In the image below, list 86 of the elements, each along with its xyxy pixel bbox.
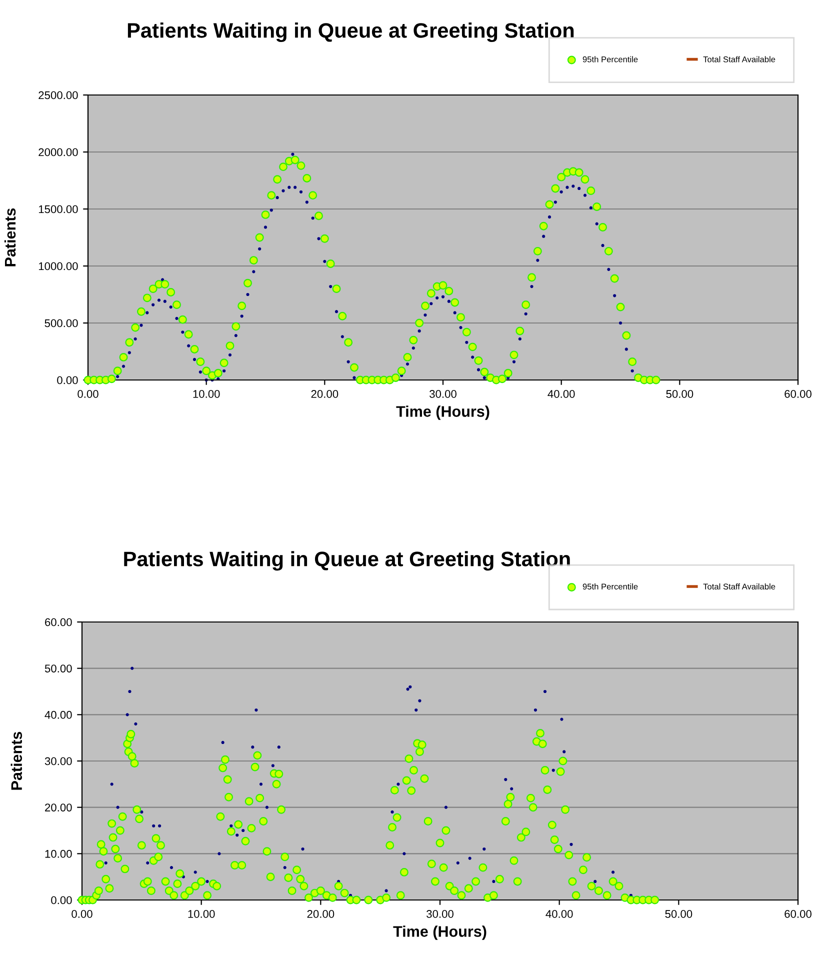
x-tick-label: 20.00 bbox=[307, 910, 334, 918]
point bbox=[130, 666, 134, 670]
point bbox=[134, 722, 138, 726]
point bbox=[504, 778, 508, 782]
point bbox=[492, 880, 496, 884]
y-tick-label: 0.00 bbox=[51, 896, 72, 904]
y-tick-label: 20.00 bbox=[45, 804, 72, 812]
point bbox=[126, 713, 129, 716]
y-axis-title: Patients bbox=[4, 208, 16, 266]
y-tick-label: 2000.00 bbox=[38, 148, 78, 156]
point bbox=[552, 768, 555, 772]
x-tick-label: 40.00 bbox=[548, 390, 575, 398]
point bbox=[104, 861, 108, 864]
point bbox=[230, 824, 233, 828]
legend-label: Total Staff Available bbox=[703, 56, 776, 62]
point bbox=[254, 708, 258, 712]
x-tick-label: 60.00 bbox=[784, 910, 812, 918]
y-tick-label: 10.00 bbox=[45, 850, 72, 858]
point bbox=[283, 866, 286, 870]
point bbox=[534, 708, 538, 712]
point bbox=[146, 861, 150, 864]
x-tick-label: 50.00 bbox=[666, 390, 694, 398]
point bbox=[194, 870, 197, 874]
chart-title: Patients Waiting in Queue at Greeting Station bbox=[124, 551, 570, 571]
point bbox=[562, 750, 566, 754]
y-tick-label: 50.00 bbox=[44, 664, 72, 672]
point bbox=[406, 688, 410, 691]
point bbox=[414, 708, 418, 712]
x-tick-label: 30.00 bbox=[426, 910, 454, 918]
x-axis-title: Time (Hours) bbox=[393, 926, 486, 940]
point bbox=[594, 880, 597, 884]
point bbox=[390, 810, 394, 814]
point bbox=[482, 847, 486, 851]
point bbox=[396, 782, 400, 786]
point bbox=[611, 870, 615, 874]
point bbox=[242, 828, 245, 832]
point bbox=[170, 866, 174, 870]
point bbox=[116, 806, 120, 809]
y-tick-label: 1000.00 bbox=[38, 262, 78, 270]
x-tick-label: 40.00 bbox=[546, 910, 573, 918]
x-tick-label: 10.00 bbox=[188, 910, 215, 918]
legend-label: 95th Percentile bbox=[582, 583, 638, 590]
point bbox=[402, 852, 406, 856]
point bbox=[543, 690, 547, 694]
x-tick-label: 10.00 bbox=[193, 390, 220, 398]
point bbox=[418, 699, 422, 702]
y-tick-label: 30.00 bbox=[44, 757, 72, 766]
point bbox=[560, 718, 564, 721]
point bbox=[128, 690, 132, 694]
x-tick-label: 0.00 bbox=[78, 390, 98, 398]
point bbox=[301, 847, 304, 851]
point bbox=[251, 746, 254, 749]
point bbox=[152, 824, 156, 828]
y-tick-label: 40.00 bbox=[44, 710, 72, 719]
point bbox=[444, 806, 448, 809]
y-tick-label: 60.00 bbox=[45, 618, 72, 626]
point bbox=[236, 834, 239, 837]
point bbox=[271, 764, 274, 768]
point bbox=[277, 746, 280, 749]
legend-label: 95th Percentile bbox=[582, 56, 638, 62]
y-tick-label: 500.00 bbox=[44, 319, 78, 328]
point bbox=[570, 842, 573, 846]
point bbox=[221, 740, 224, 744]
point bbox=[456, 861, 460, 864]
x-tick-label: 20.00 bbox=[311, 390, 338, 398]
point bbox=[259, 782, 263, 786]
x-axis-title: Time (Hours) bbox=[396, 406, 490, 420]
x-tick-label: 0.00 bbox=[72, 910, 92, 918]
point bbox=[110, 782, 114, 786]
point bbox=[468, 856, 472, 860]
x-tick-label: 60.00 bbox=[784, 390, 812, 398]
point bbox=[384, 889, 388, 892]
y-tick-label: 0.00 bbox=[57, 376, 78, 384]
point bbox=[158, 824, 162, 828]
y-tick-label: 1500.00 bbox=[38, 205, 78, 214]
x-tick-label: 30.00 bbox=[430, 390, 456, 398]
point bbox=[510, 787, 514, 790]
legend-label: Total Staff Available bbox=[703, 583, 776, 590]
chart-title: Patients Waiting in Queue at Greeting Station bbox=[128, 22, 574, 42]
y-tick-label: 2500.00 bbox=[38, 91, 78, 100]
point bbox=[265, 806, 269, 809]
point bbox=[408, 685, 412, 688]
y-axis-title: Patients bbox=[10, 732, 22, 790]
x-tick-label: 50.00 bbox=[665, 910, 692, 918]
point bbox=[218, 852, 221, 856]
point bbox=[206, 880, 209, 884]
